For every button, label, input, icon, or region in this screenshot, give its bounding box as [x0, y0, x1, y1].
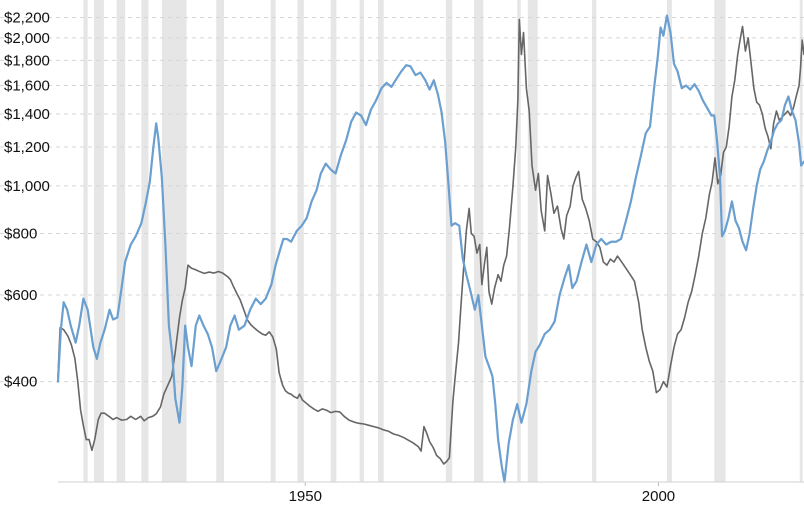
y-tick-label: $2,200: [4, 9, 50, 26]
recession-band: [297, 0, 304, 482]
recession-band: [474, 0, 484, 482]
y-tick-label: $1,000: [4, 178, 50, 195]
recession-band: [270, 0, 276, 482]
recession-band: [359, 0, 364, 482]
y-tick-label: $1,800: [4, 52, 50, 69]
x-tick-label: 2000: [642, 488, 675, 505]
recession-band: [445, 0, 453, 482]
series-line: [57, 18, 804, 465]
y-tick-label: $1,600: [4, 78, 50, 95]
y-tick-label: $1,200: [4, 139, 50, 156]
y-grid: [0, 16, 804, 383]
recession-band: [378, 0, 384, 482]
recession-band: [330, 0, 337, 482]
recession-band: [141, 0, 149, 482]
y-axis: $400 $600 $800 $1,000 $1,200 $1,400 $1,600 $1,8…: [4, 9, 50, 390]
y-tick-label: $1,400: [4, 106, 50, 123]
recession-band: [83, 0, 88, 482]
x-tick-label: 1950: [289, 488, 322, 505]
x-axis: 1950 2000: [58, 481, 804, 505]
recession-band: [116, 0, 126, 482]
y-tick-label: $600: [4, 287, 37, 304]
recession-band: [799, 0, 803, 482]
y-tick-label: $800: [4, 226, 37, 243]
series-line: [56, 14, 804, 484]
y-tick-label: $2,000: [4, 30, 50, 47]
recession-bands: [83, 0, 803, 482]
recession-band: [714, 0, 726, 482]
recession-band: [94, 0, 104, 482]
recession-band: [527, 0, 538, 482]
recession-band: [216, 0, 225, 482]
y-tick-label: $400: [4, 374, 37, 391]
series-layer: [56, 14, 804, 484]
recession-band: [517, 0, 521, 482]
recession-band: [666, 0, 672, 482]
